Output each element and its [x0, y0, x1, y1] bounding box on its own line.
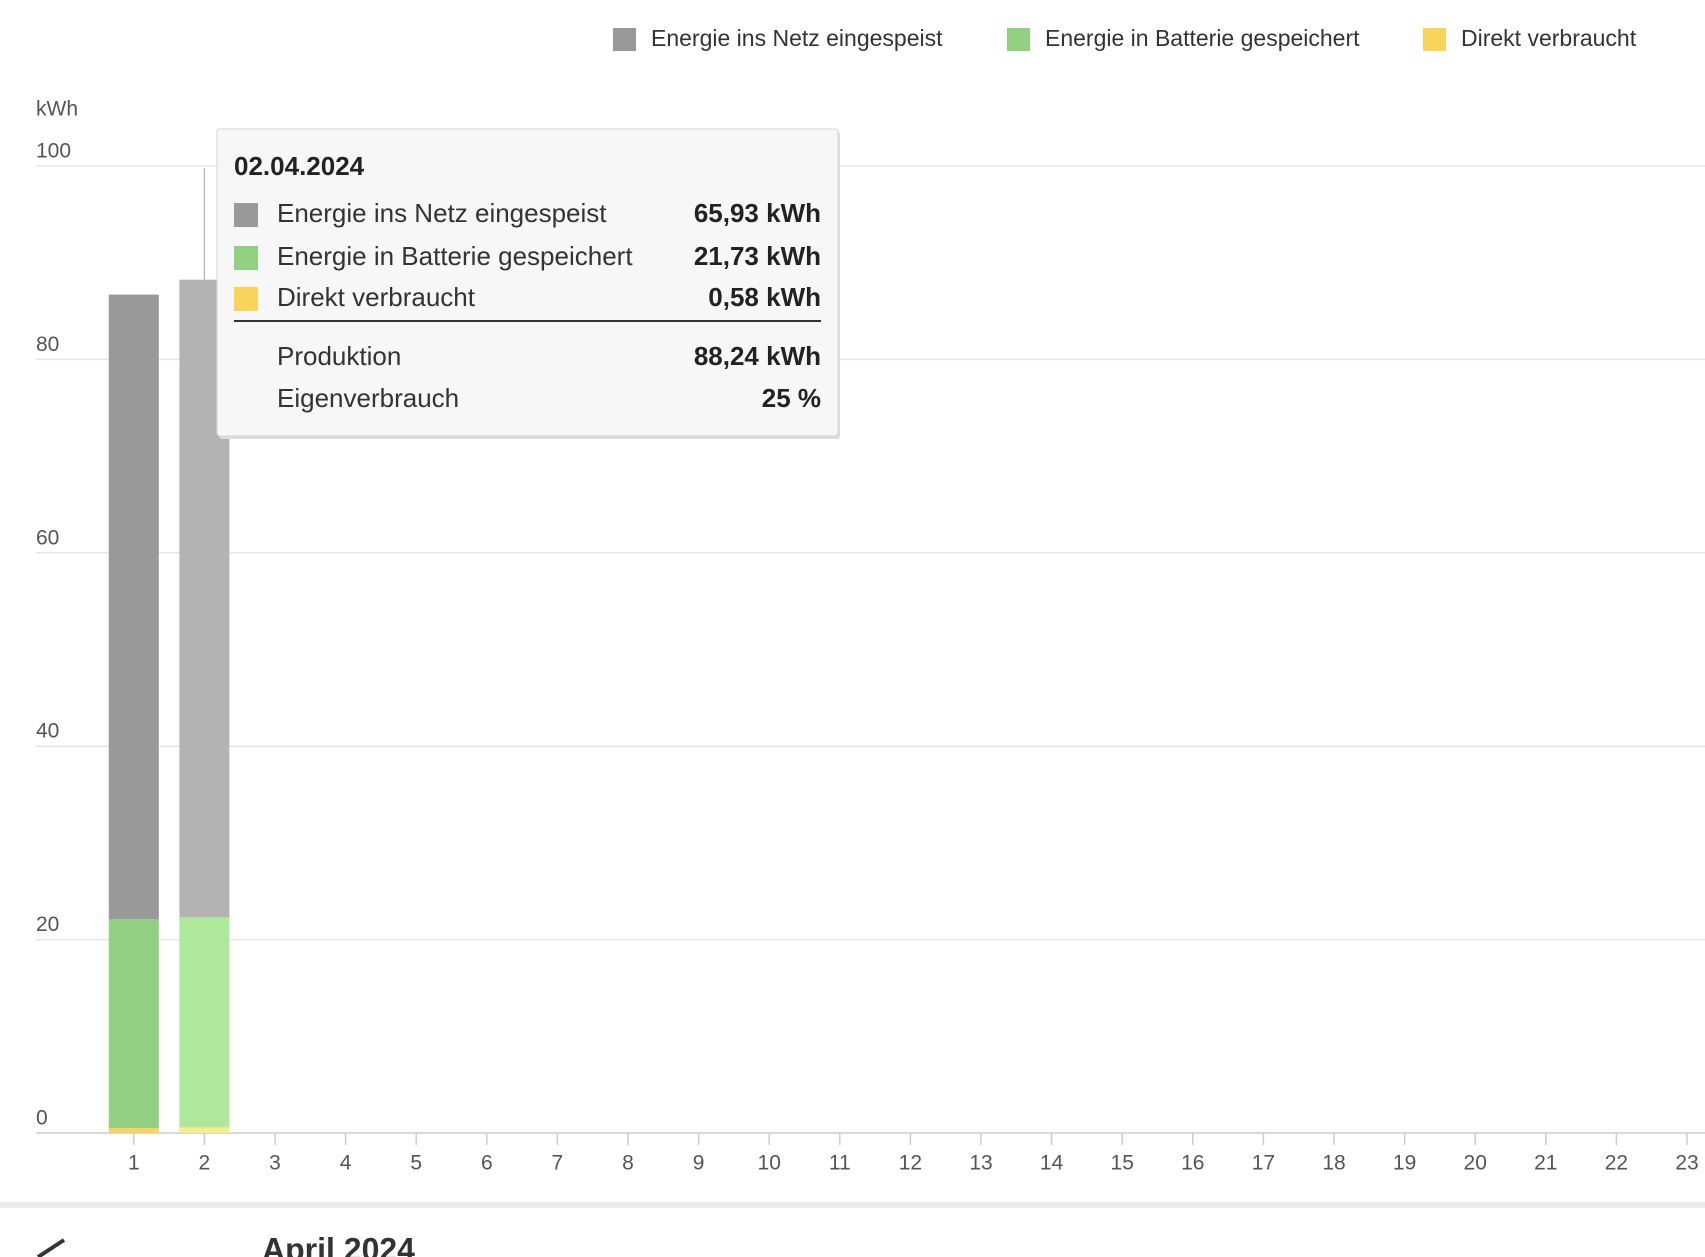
x-tick-label: 2	[199, 1152, 211, 1175]
tooltip-summary-value: 88,24 kWh	[694, 341, 821, 371]
legend-label: Energie ins Netz eingespeist	[651, 25, 943, 51]
edit-icon[interactable]	[36, 1238, 66, 1257]
x-tick-label: 18	[1322, 1152, 1345, 1175]
tooltip-swatch	[234, 246, 258, 270]
bar-segment	[179, 1127, 230, 1133]
x-tick-label: 6	[481, 1152, 493, 1175]
tooltip-summary-label: Eigenverbrauch	[277, 383, 459, 413]
x-tick-label: 10	[758, 1152, 781, 1175]
tooltip-name: Energie in Batterie gespeichert	[277, 241, 633, 271]
legend-label: Direkt verbraucht	[1461, 25, 1637, 51]
footer-title: April 2024	[262, 1231, 415, 1257]
x-tick-label: 22	[1605, 1152, 1628, 1175]
bar-segment	[108, 294, 159, 920]
x-tick-label: 15	[1111, 1152, 1134, 1175]
tooltip-name: Energie ins Netz eingespeist	[277, 198, 607, 228]
x-tick-label: 4	[340, 1152, 352, 1175]
x-tick-label: 3	[269, 1152, 281, 1175]
legend-swatch	[613, 28, 636, 51]
legend-swatch	[1423, 28, 1446, 51]
tooltip-swatch	[234, 287, 258, 311]
x-tick-label: 9	[693, 1152, 705, 1175]
x-tick-label: 16	[1181, 1152, 1204, 1175]
x-tick-label: 14	[1040, 1152, 1064, 1175]
x-tick-label: 1	[128, 1152, 140, 1175]
legend-swatch	[1007, 28, 1030, 51]
y-axis-label: kWh	[36, 98, 78, 121]
legend-label: Energie in Batterie gespeichert	[1045, 25, 1360, 51]
x-tick-label: 8	[622, 1152, 634, 1175]
tooltip-title: 02.04.2024	[234, 151, 365, 181]
x-tick-label: 11	[829, 1152, 851, 1175]
bar-segment	[108, 1128, 159, 1133]
x-tick-label: 23	[1675, 1152, 1698, 1175]
tooltip-name: Direkt verbraucht	[277, 282, 476, 312]
separator	[0, 1202, 1705, 1208]
y-tick-label: 60	[36, 526, 59, 549]
tooltip-summary-value: 25 %	[762, 383, 821, 413]
x-tick-label: 19	[1393, 1152, 1416, 1175]
tooltip-summary-label: Produktion	[277, 341, 401, 371]
bar-segment	[108, 919, 159, 1129]
tooltip-swatch	[234, 203, 258, 227]
y-tick-label: 20	[36, 913, 59, 936]
tooltip-box	[216, 128, 839, 437]
x-tick-label: 20	[1464, 1152, 1487, 1175]
x-tick-label: 13	[969, 1152, 992, 1175]
y-tick-label: 0	[36, 1107, 48, 1130]
y-tick-label: 80	[36, 333, 59, 356]
y-tick-label: 40	[36, 720, 59, 743]
y-tick-label: 100	[36, 140, 71, 163]
bar-segment	[179, 917, 230, 1128]
tooltip-value: 0,58 kWh	[708, 282, 821, 312]
tooltip-value: 21,73 kWh	[694, 241, 821, 271]
x-tick-label: 5	[410, 1152, 422, 1175]
x-tick-label: 12	[899, 1152, 922, 1175]
x-tick-label: 7	[552, 1152, 564, 1175]
x-tick-label: 17	[1252, 1152, 1275, 1175]
x-tick-label: 21	[1534, 1152, 1557, 1175]
tooltip: 02.04.2024 Energie ins Netz eingespeist 65…	[216, 128, 840, 439]
tooltip-value: 65,93 kWh	[694, 198, 821, 228]
